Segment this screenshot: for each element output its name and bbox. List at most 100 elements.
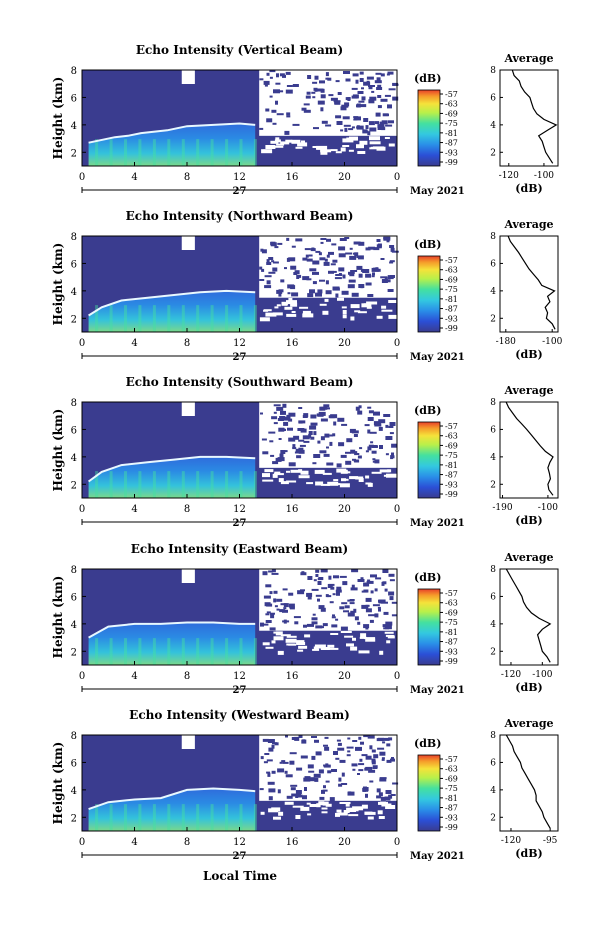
colorbar-tick-label: -69: [445, 109, 458, 118]
day-label: 27: [233, 685, 247, 696]
y-tick-label: 8: [71, 398, 77, 409]
speckle-cell: [368, 246, 376, 250]
speckle-cell: [377, 747, 385, 750]
gap-cell: [291, 139, 301, 144]
convective-plume: [196, 139, 200, 166]
convective-plume: [239, 638, 243, 665]
speckle-cell: [343, 610, 349, 613]
average-title: Average: [503, 52, 553, 65]
speckle-cell: [320, 607, 326, 612]
speckle-cell: [383, 237, 391, 240]
colorbar-tick-label: -57: [445, 90, 458, 99]
speckle-cell: [311, 617, 318, 621]
speckle-cell: [389, 422, 396, 426]
speckle-cell: [259, 279, 265, 281]
gap-cell: [360, 633, 367, 638]
speckle-cell: [376, 738, 384, 742]
speckle-cell: [308, 254, 313, 257]
speckle-cell: [331, 769, 337, 772]
speckle-cell: [350, 449, 356, 454]
boundary-layer-echo: [88, 290, 256, 332]
speckle-cell: [267, 772, 271, 777]
speckle-cell: [357, 773, 360, 775]
gap-cell: [290, 302, 298, 307]
speckle-cell: [296, 275, 300, 279]
speckle-cell: [321, 120, 328, 124]
gap-cell: [286, 635, 297, 638]
gap-cell: [371, 471, 382, 474]
speckle-cell: [363, 582, 370, 587]
speckle-cell: [272, 122, 277, 125]
speckle-cell: [271, 744, 275, 749]
gap-cell: [307, 813, 312, 816]
speckle-cell: [265, 584, 272, 588]
average-x-tick-label: -120: [501, 670, 521, 680]
speckle-cell: [335, 618, 339, 621]
speckle-cell: [371, 450, 377, 454]
speckle-cell: [307, 75, 312, 79]
speckle-cell: [284, 770, 288, 774]
speckle-cell: [271, 260, 275, 263]
speckle-cell: [391, 757, 394, 761]
speckle-cell: [358, 405, 362, 409]
speckle-cell: [294, 621, 299, 625]
gap-cell: [350, 646, 358, 651]
gap-cell: [277, 650, 284, 655]
x-tick-label: 4: [131, 172, 137, 183]
speckle-cell: [305, 95, 311, 99]
speckle-cell: [286, 237, 290, 241]
speckle-cell: [265, 108, 270, 112]
gap-cell: [348, 814, 359, 817]
speckle-cell: [384, 625, 392, 630]
convective-plume: [95, 804, 99, 831]
speckle-cell: [339, 238, 347, 241]
speckle-cell: [278, 289, 284, 293]
speckle-cell: [336, 739, 341, 742]
gap-cell: [274, 471, 281, 474]
gap-cell: [320, 149, 332, 153]
average-y-tick-label: 6: [490, 259, 496, 269]
speckle-cell: [319, 450, 327, 454]
speckle-cell: [382, 113, 389, 117]
speckle-cell: [305, 254, 309, 258]
speckle-cell: [313, 431, 317, 436]
speckle-cell: [336, 121, 343, 125]
speckle-cell: [371, 749, 376, 753]
speckle-cell: [261, 623, 269, 626]
speckle-cell: [291, 737, 298, 740]
gap-cell: [357, 151, 366, 154]
speckle-cell: [320, 569, 328, 573]
speckle-cell: [390, 247, 395, 252]
speckle-cell: [369, 127, 377, 132]
gap-cell: [273, 473, 284, 476]
colorbar: [417, 588, 441, 666]
speckle-cell: [292, 123, 300, 126]
gap-cell: [359, 636, 367, 639]
speckle-cell: [268, 788, 276, 793]
gap-cell: [309, 804, 321, 807]
gap-cell: [281, 301, 288, 306]
speckle-cell: [338, 246, 346, 251]
gap-cell: [306, 802, 311, 805]
speckle-cell: [341, 772, 345, 777]
gap-cell: [388, 143, 395, 147]
speckle-cell: [285, 71, 291, 75]
speckle-cell: [348, 791, 352, 795]
average-y-tick-label: 2: [490, 480, 496, 490]
gap-cell: [350, 304, 360, 309]
speckle-cell: [387, 104, 392, 109]
speckle-cell: [387, 289, 394, 292]
average-frame: [499, 235, 559, 333]
gap-cell: [299, 306, 309, 309]
speckle-cell: [383, 414, 391, 417]
speckle-cell: [387, 71, 394, 75]
gap-cell: [274, 139, 281, 143]
convective-plume: [239, 305, 243, 332]
speckle-cell: [364, 767, 369, 771]
speckle-cell: [371, 275, 375, 278]
speckle-cell: [302, 257, 308, 261]
convective-plume: [196, 638, 200, 665]
speckle-cell: [298, 447, 304, 451]
y-axis-label: Height (km): [51, 576, 65, 659]
x-tick-label: 4: [131, 671, 137, 682]
